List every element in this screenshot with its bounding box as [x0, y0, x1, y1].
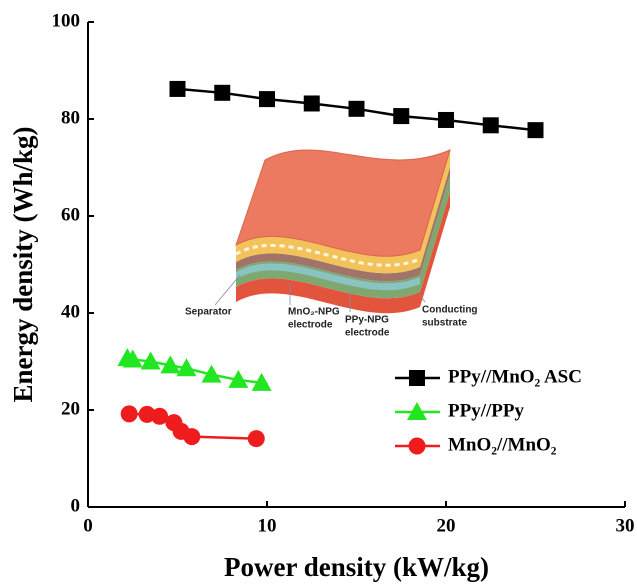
legend-marker	[408, 437, 426, 455]
data-point	[169, 80, 186, 97]
inset-label: electrode	[345, 328, 390, 339]
layer-yellow	[236, 150, 450, 274]
data-point	[160, 355, 181, 374]
x-tick-label: 0	[83, 515, 93, 536]
top-surface	[235, 149, 451, 257]
data-point	[482, 117, 499, 134]
y-tick-label: 80	[61, 107, 80, 128]
x-axis-title: Power density (kW/kg)	[224, 552, 489, 582]
data-point	[259, 91, 275, 108]
data-point	[228, 369, 249, 388]
data-point	[138, 405, 156, 423]
data-point	[348, 100, 365, 117]
layer-white-dots	[235, 243, 421, 267]
x-tick-label: 20	[437, 515, 456, 536]
data-point	[214, 84, 231, 101]
data-point	[120, 405, 138, 423]
data-point	[527, 122, 544, 139]
inset-label: MnO₂-NPG	[288, 307, 340, 318]
data-point	[393, 108, 410, 125]
data-point	[201, 364, 222, 383]
y-tick-label: 20	[61, 398, 80, 419]
inset-diagram	[214, 149, 451, 314]
y-tick-label: 40	[61, 301, 80, 322]
data-point	[176, 358, 197, 377]
data-point	[247, 430, 265, 448]
data-point	[438, 111, 454, 128]
y-tick-label: 60	[61, 204, 80, 225]
legend-marker	[409, 370, 425, 386]
inset-label: Conducting	[422, 305, 478, 316]
data-point	[251, 372, 272, 391]
layer-red	[236, 192, 450, 314]
inset-label: PPy-NPG	[345, 315, 389, 326]
data-point	[140, 351, 161, 370]
data-point	[303, 95, 320, 112]
legend-marker	[407, 402, 427, 420]
data-point	[183, 428, 201, 446]
legend-label: MnO₂//MnO₂	[448, 434, 557, 455]
layer-blue	[236, 263, 420, 291]
y-axis-title: Energy density (Wh/kg)	[8, 126, 38, 402]
x-tick-label: 10	[258, 515, 277, 536]
inset-label: Separator	[185, 307, 232, 318]
data-point	[122, 349, 143, 368]
legend-label: PPy//MnO₂ ASC	[448, 366, 582, 387]
inset-label: electrode	[288, 320, 333, 331]
x-tick-label: 30	[616, 515, 635, 536]
y-tick-label: 100	[52, 10, 81, 31]
legend-label: PPy//PPy	[448, 400, 524, 421]
y-tick-label: 0	[71, 495, 81, 516]
data-point	[151, 407, 169, 425]
inset-label: substrate	[422, 318, 467, 329]
